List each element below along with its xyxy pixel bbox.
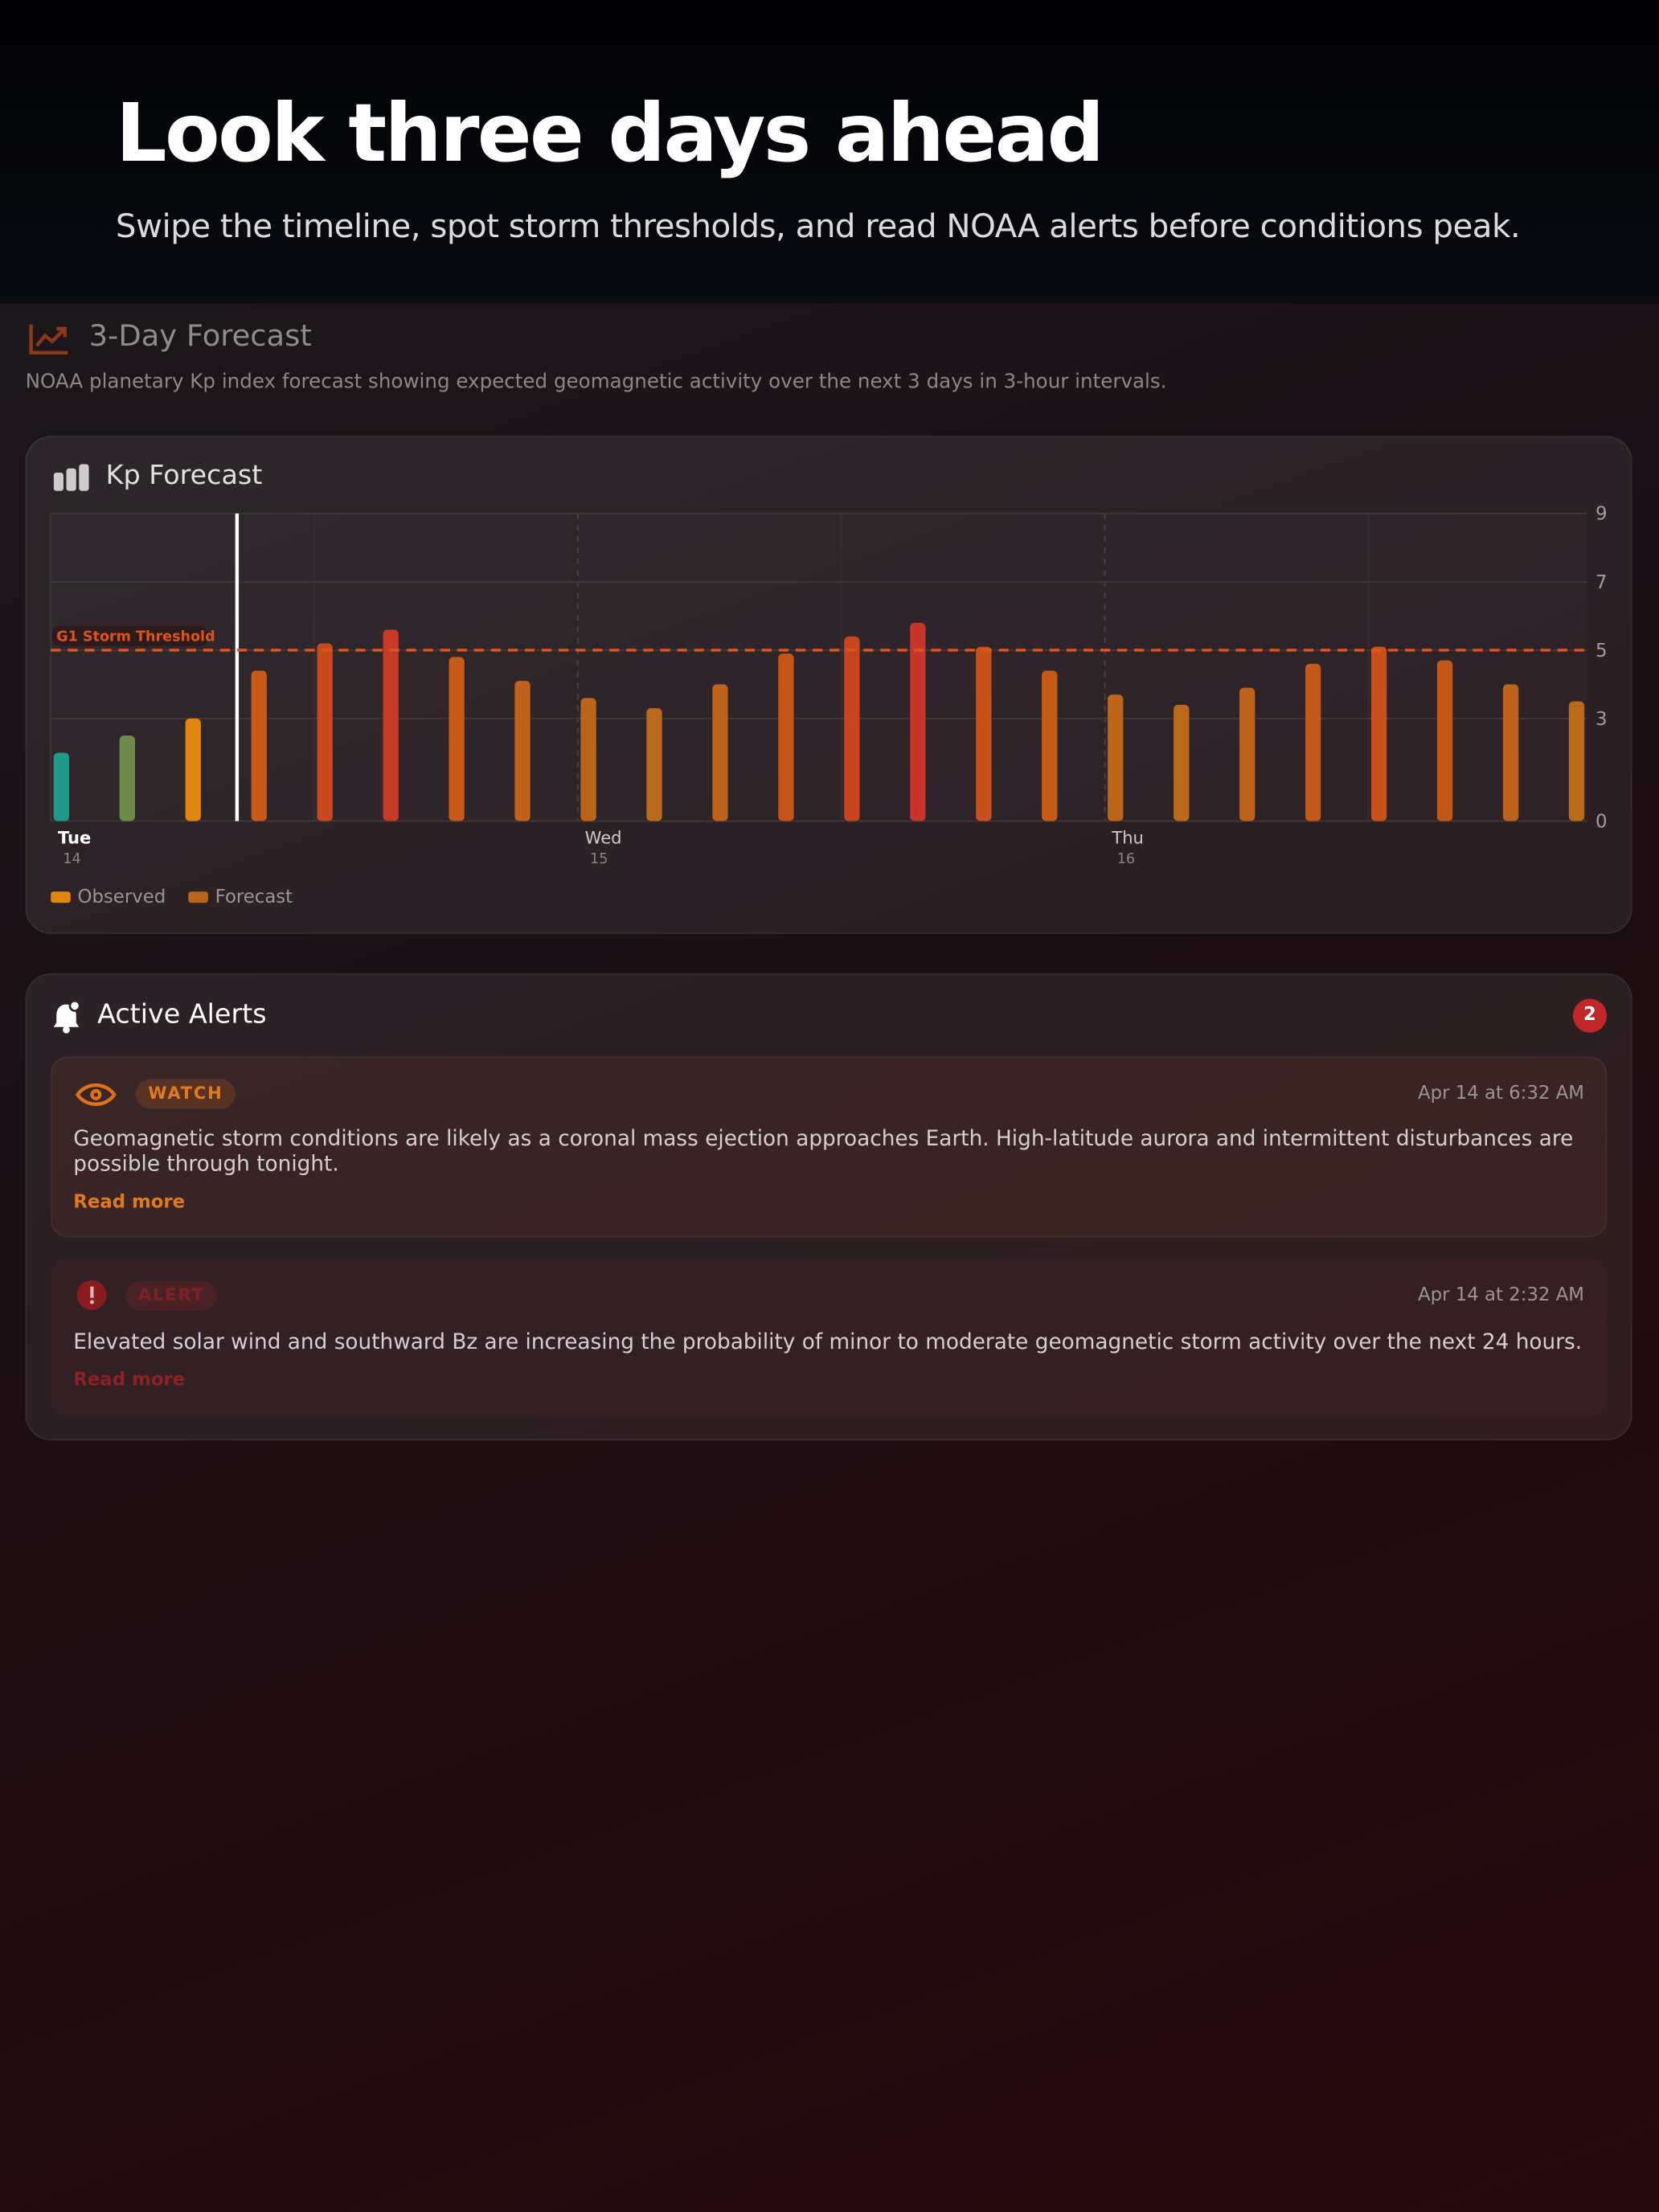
bar — [185, 718, 201, 821]
bar — [1239, 687, 1256, 821]
warning-icon — [76, 1280, 107, 1310]
alert-item — [51, 1258, 1608, 1417]
bar — [1502, 684, 1519, 821]
section-description: NOAA planetary Kp index forecast showing… — [25, 371, 1167, 394]
bar — [1568, 701, 1585, 821]
section-title: 3-Day Forecast — [88, 318, 312, 353]
alert-time: Apr 14 at 6:32 AM — [1417, 1083, 1584, 1105]
bar — [1042, 670, 1058, 821]
alerts-card — [25, 973, 1632, 1440]
bar — [1174, 704, 1190, 821]
chart-title: Kp Forecast — [105, 460, 263, 491]
x-tick-date: 15 — [590, 851, 608, 867]
bar — [514, 681, 530, 821]
kp-chart: 0 3 5 7 9 G1 Storm Threshold Tue 14 Wed 15 Thu 16 Ob… — [50, 504, 1608, 907]
y-tick-label: 3 — [1596, 709, 1608, 730]
x-tick-date: 14 — [63, 851, 80, 867]
x-tick-label: Thu — [1111, 828, 1144, 848]
hero-title: Look three days ahead — [115, 87, 1104, 181]
hero — [0, 0, 1659, 304]
y-tick-label: 9 — [1596, 504, 1608, 525]
y-tick-label: 5 — [1596, 641, 1608, 662]
x-tick-label: Wed — [585, 828, 622, 848]
bar — [251, 670, 267, 821]
threshold-label: G1 Storm Threshold — [56, 629, 215, 645]
alert-text: Elevated solar wind and southward Bz are… — [73, 1329, 1583, 1354]
bar — [317, 643, 333, 821]
bar — [976, 646, 992, 821]
alert-item — [51, 1056, 1608, 1238]
bar — [1305, 663, 1321, 821]
x-tick-date: 16 — [1117, 851, 1135, 867]
plot-area — [51, 514, 1587, 821]
bars-icon — [53, 464, 89, 491]
threshold-label-bg — [51, 626, 207, 646]
read-more[interactable]: Read more — [73, 1192, 186, 1214]
alert-type: WATCH — [135, 1079, 236, 1109]
trend-icon — [29, 324, 68, 354]
bar — [778, 653, 794, 821]
bar — [646, 708, 662, 821]
legend-swatch — [51, 891, 71, 903]
bar — [712, 684, 728, 821]
y-tick-label: 7 — [1596, 572, 1608, 593]
forecast-card — [25, 436, 1632, 934]
bar — [910, 622, 926, 821]
read-more[interactable]: Read more — [73, 1370, 186, 1391]
bar — [1108, 694, 1124, 821]
bar — [580, 698, 596, 821]
bar — [383, 629, 399, 821]
alert-time: Apr 14 at 2:32 AM — [1417, 1284, 1584, 1307]
alert-count: 2 — [1572, 998, 1608, 1033]
eye-icon — [75, 1083, 117, 1106]
bar — [53, 752, 69, 821]
legend-label: Forecast — [215, 887, 293, 907]
bar — [844, 636, 860, 821]
bar — [1436, 660, 1453, 821]
bar — [449, 657, 465, 821]
alert-text: Geomagnetic storm conditions are likely … — [73, 1125, 1574, 1177]
y-tick-label: 0 — [1596, 811, 1608, 832]
bell-icon — [53, 1000, 81, 1034]
bar — [1370, 646, 1387, 821]
bars — [53, 622, 1585, 821]
legend-label: Observed — [78, 887, 166, 907]
alert-type: ALERT — [125, 1280, 218, 1311]
bar — [119, 735, 135, 821]
legend-swatch — [188, 891, 208, 903]
alerts-title: Active Alerts — [97, 998, 267, 1030]
hero-subtitle: Swipe the timeline, spot storm threshold… — [115, 208, 1521, 246]
x-tick-label: Tue — [58, 828, 91, 848]
